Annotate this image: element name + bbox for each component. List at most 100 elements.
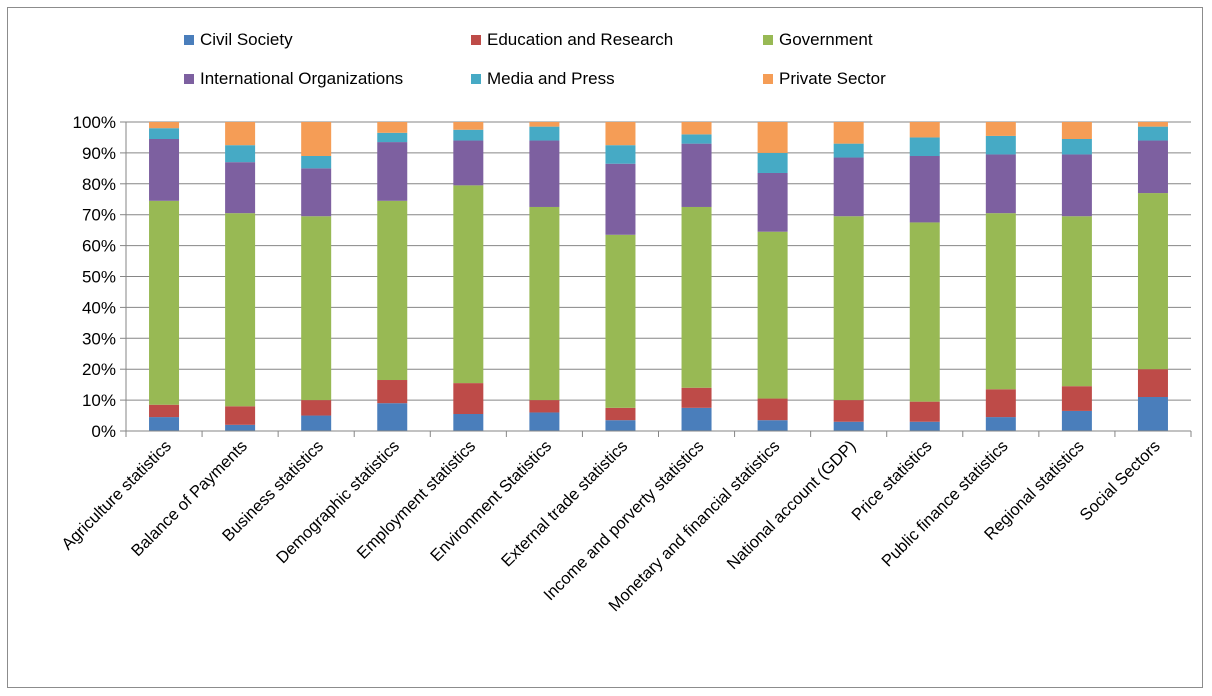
legend-label: Civil Society — [200, 30, 293, 49]
bar-segment-media-and-press — [833, 143, 864, 158]
bar-segment-private-sector — [605, 122, 636, 146]
bar-segment-media-and-press — [1061, 138, 1092, 155]
bar-stack-regional-statistics — [1061, 122, 1092, 431]
bar-stack-income-and-porverty-statistics — [681, 122, 712, 431]
bar-segment-media-and-press — [909, 137, 940, 156]
legend-item-civil-society: Civil Society — [184, 30, 293, 49]
legend-label: Education and Research — [487, 30, 673, 49]
legend-swatch — [763, 35, 773, 45]
y-tick-label: 0% — [91, 422, 116, 441]
bar-segment-government — [377, 200, 408, 381]
legend-item-media-and-press: Media and Press — [471, 69, 615, 88]
y-tick-label: 50% — [82, 268, 116, 287]
bar-segment-education-and-research — [529, 400, 560, 413]
bar-stack-employment-statistics — [453, 122, 484, 431]
legend-swatch — [184, 35, 194, 45]
bar-segment-education-and-research — [985, 389, 1016, 418]
y-tick-label: 70% — [82, 206, 116, 225]
bar-segment-media-and-press — [149, 128, 180, 139]
y-tick-label: 80% — [82, 175, 116, 194]
bar-segment-education-and-research — [301, 400, 332, 416]
x-tick-label: Demographic statistics — [273, 437, 403, 567]
bar-stack-demographic-statistics — [377, 122, 408, 431]
bar-segment-education-and-research — [833, 400, 864, 422]
legend-item-international-organizations: International Organizations — [184, 69, 403, 88]
bar-segment-civil-society — [605, 420, 636, 431]
bar-segment-education-and-research — [605, 407, 636, 421]
bar-segment-civil-society — [377, 403, 408, 431]
y-tick-label: 40% — [82, 298, 116, 317]
bar-segment-private-sector — [377, 122, 408, 133]
bar-segment-private-sector — [1061, 122, 1092, 139]
x-tick-label: External trade statistics — [498, 437, 631, 570]
bar-stack-national-account-gdp — [833, 122, 864, 431]
legend-swatch — [184, 74, 194, 84]
bar-segment-international-organizations — [1137, 140, 1168, 194]
y-tick-label: 100% — [73, 113, 116, 132]
bar-stack-social-sectors — [1137, 122, 1168, 431]
bar-segment-civil-society — [1061, 410, 1092, 431]
bar-segment-education-and-research — [1061, 386, 1092, 411]
x-tick-label: Social Sectors — [1076, 437, 1163, 524]
x-tick-label: Price statistics — [848, 437, 935, 524]
bar-segment-civil-society — [149, 417, 180, 431]
y-axis: 0% 10% 20% 30% 40% 50% 60% 70% 80% 90% 100% — [73, 113, 127, 441]
legend-label: Private Sector — [779, 69, 886, 88]
bar-segment-international-organizations — [833, 157, 864, 217]
bar-segment-media-and-press — [757, 152, 788, 173]
bar-segment-government — [985, 213, 1016, 390]
bar-segment-media-and-press — [225, 145, 256, 163]
bar-segment-media-and-press — [301, 155, 332, 169]
y-tick-label: 60% — [82, 237, 116, 256]
bar-segment-private-sector — [985, 122, 1016, 136]
legend-item-private-sector: Private Sector — [763, 69, 886, 88]
bar-segment-civil-society — [681, 407, 712, 431]
bar-segment-international-organizations — [757, 172, 788, 232]
bar-segment-international-organizations — [225, 162, 256, 214]
bar-segment-education-and-research — [1137, 369, 1168, 398]
bar-segment-private-sector — [757, 122, 788, 153]
legend-swatch — [763, 74, 773, 84]
bar-segment-government — [529, 206, 560, 401]
bar-stack-monetary-and-financial-statistics — [757, 122, 788, 431]
bar-segment-government — [605, 234, 636, 408]
bar-segment-civil-society — [301, 415, 332, 431]
bars — [149, 122, 1168, 431]
bar-segment-international-organizations — [149, 138, 180, 201]
bar-segment-private-sector — [1137, 122, 1168, 127]
bar-segment-government — [909, 222, 940, 402]
bar-segment-education-and-research — [225, 406, 256, 425]
bar-stack-business-statistics — [301, 122, 332, 431]
gridlines — [126, 121, 1191, 432]
bar-segment-international-organizations — [453, 140, 484, 186]
legend-label: Media and Press — [487, 69, 615, 88]
bar-stack-external-trade-statistics — [605, 122, 636, 431]
bar-stack-price-statistics — [909, 122, 940, 431]
bar-segment-international-organizations — [377, 142, 408, 201]
bar-stack-environment-statistics — [529, 122, 560, 431]
legend-swatch — [471, 35, 481, 45]
bar-stack-public-finance-statistics — [985, 122, 1016, 431]
bar-segment-private-sector — [149, 122, 180, 129]
bar-segment-international-organizations — [1061, 154, 1092, 217]
bar-segment-government — [301, 216, 332, 401]
y-tick-label: 10% — [82, 391, 116, 410]
bar-segment-government — [757, 231, 788, 399]
bar-segment-international-organizations — [605, 163, 636, 235]
bar-segment-media-and-press — [529, 126, 560, 141]
bar-segment-private-sector — [833, 122, 864, 144]
bar-segment-education-and-research — [377, 380, 408, 404]
x-tick-label: National account (GDP) — [724, 437, 860, 573]
bar-segment-media-and-press — [453, 129, 484, 141]
chart-frame: Civil Society Education and Research Gover… — [7, 7, 1203, 688]
bar-segment-government — [1061, 216, 1092, 387]
bar-segment-media-and-press — [377, 132, 408, 143]
bar-segment-government — [681, 206, 712, 388]
bar-segment-international-organizations — [681, 143, 712, 207]
bar-segment-international-organizations — [909, 155, 940, 223]
bar-segment-education-and-research — [757, 398, 788, 421]
bar-segment-civil-society — [909, 421, 940, 431]
bar-segment-education-and-research — [909, 401, 940, 422]
bar-segment-international-organizations — [529, 140, 560, 207]
